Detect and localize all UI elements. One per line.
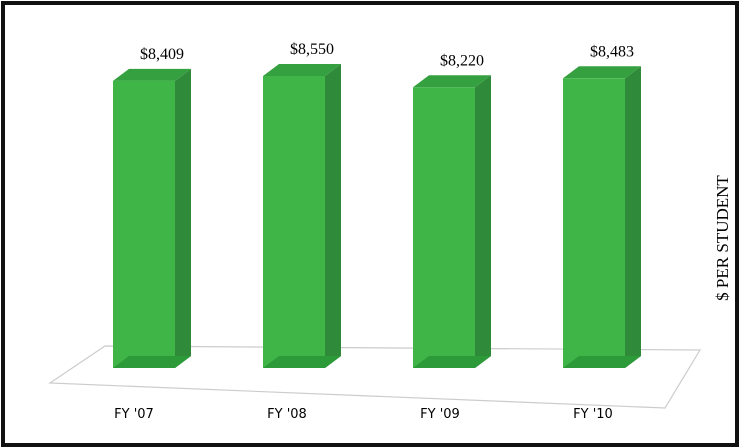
bar-top <box>113 68 191 81</box>
value-label: $8,409 <box>140 46 184 63</box>
bar-side <box>625 66 641 369</box>
x-tick-label: FY '07 <box>114 407 154 422</box>
bar-base <box>113 356 191 368</box>
value-label: $8,220 <box>440 52 484 69</box>
bar-side <box>475 75 491 368</box>
bar-top <box>263 64 341 76</box>
bar-side <box>175 68 191 369</box>
value-label: $8,550 <box>290 41 334 58</box>
x-tick-label: FY '08 <box>267 407 307 422</box>
x-tick-label: FY '10 <box>573 407 613 422</box>
bar <box>563 78 625 369</box>
bar-side <box>325 64 341 368</box>
bar <box>113 80 175 369</box>
value-label: $8,483 <box>590 43 634 60</box>
bar-base <box>413 356 491 368</box>
bar-base <box>563 356 641 368</box>
y-axis-label: $ PER STUDENT <box>713 175 732 301</box>
bar-top <box>563 66 641 79</box>
bar <box>413 87 475 368</box>
bar-top <box>413 75 491 88</box>
floor <box>48 345 702 409</box>
bar-base <box>263 356 341 368</box>
x-tick-label: FY '09 <box>420 407 460 422</box>
bar <box>263 76 325 368</box>
